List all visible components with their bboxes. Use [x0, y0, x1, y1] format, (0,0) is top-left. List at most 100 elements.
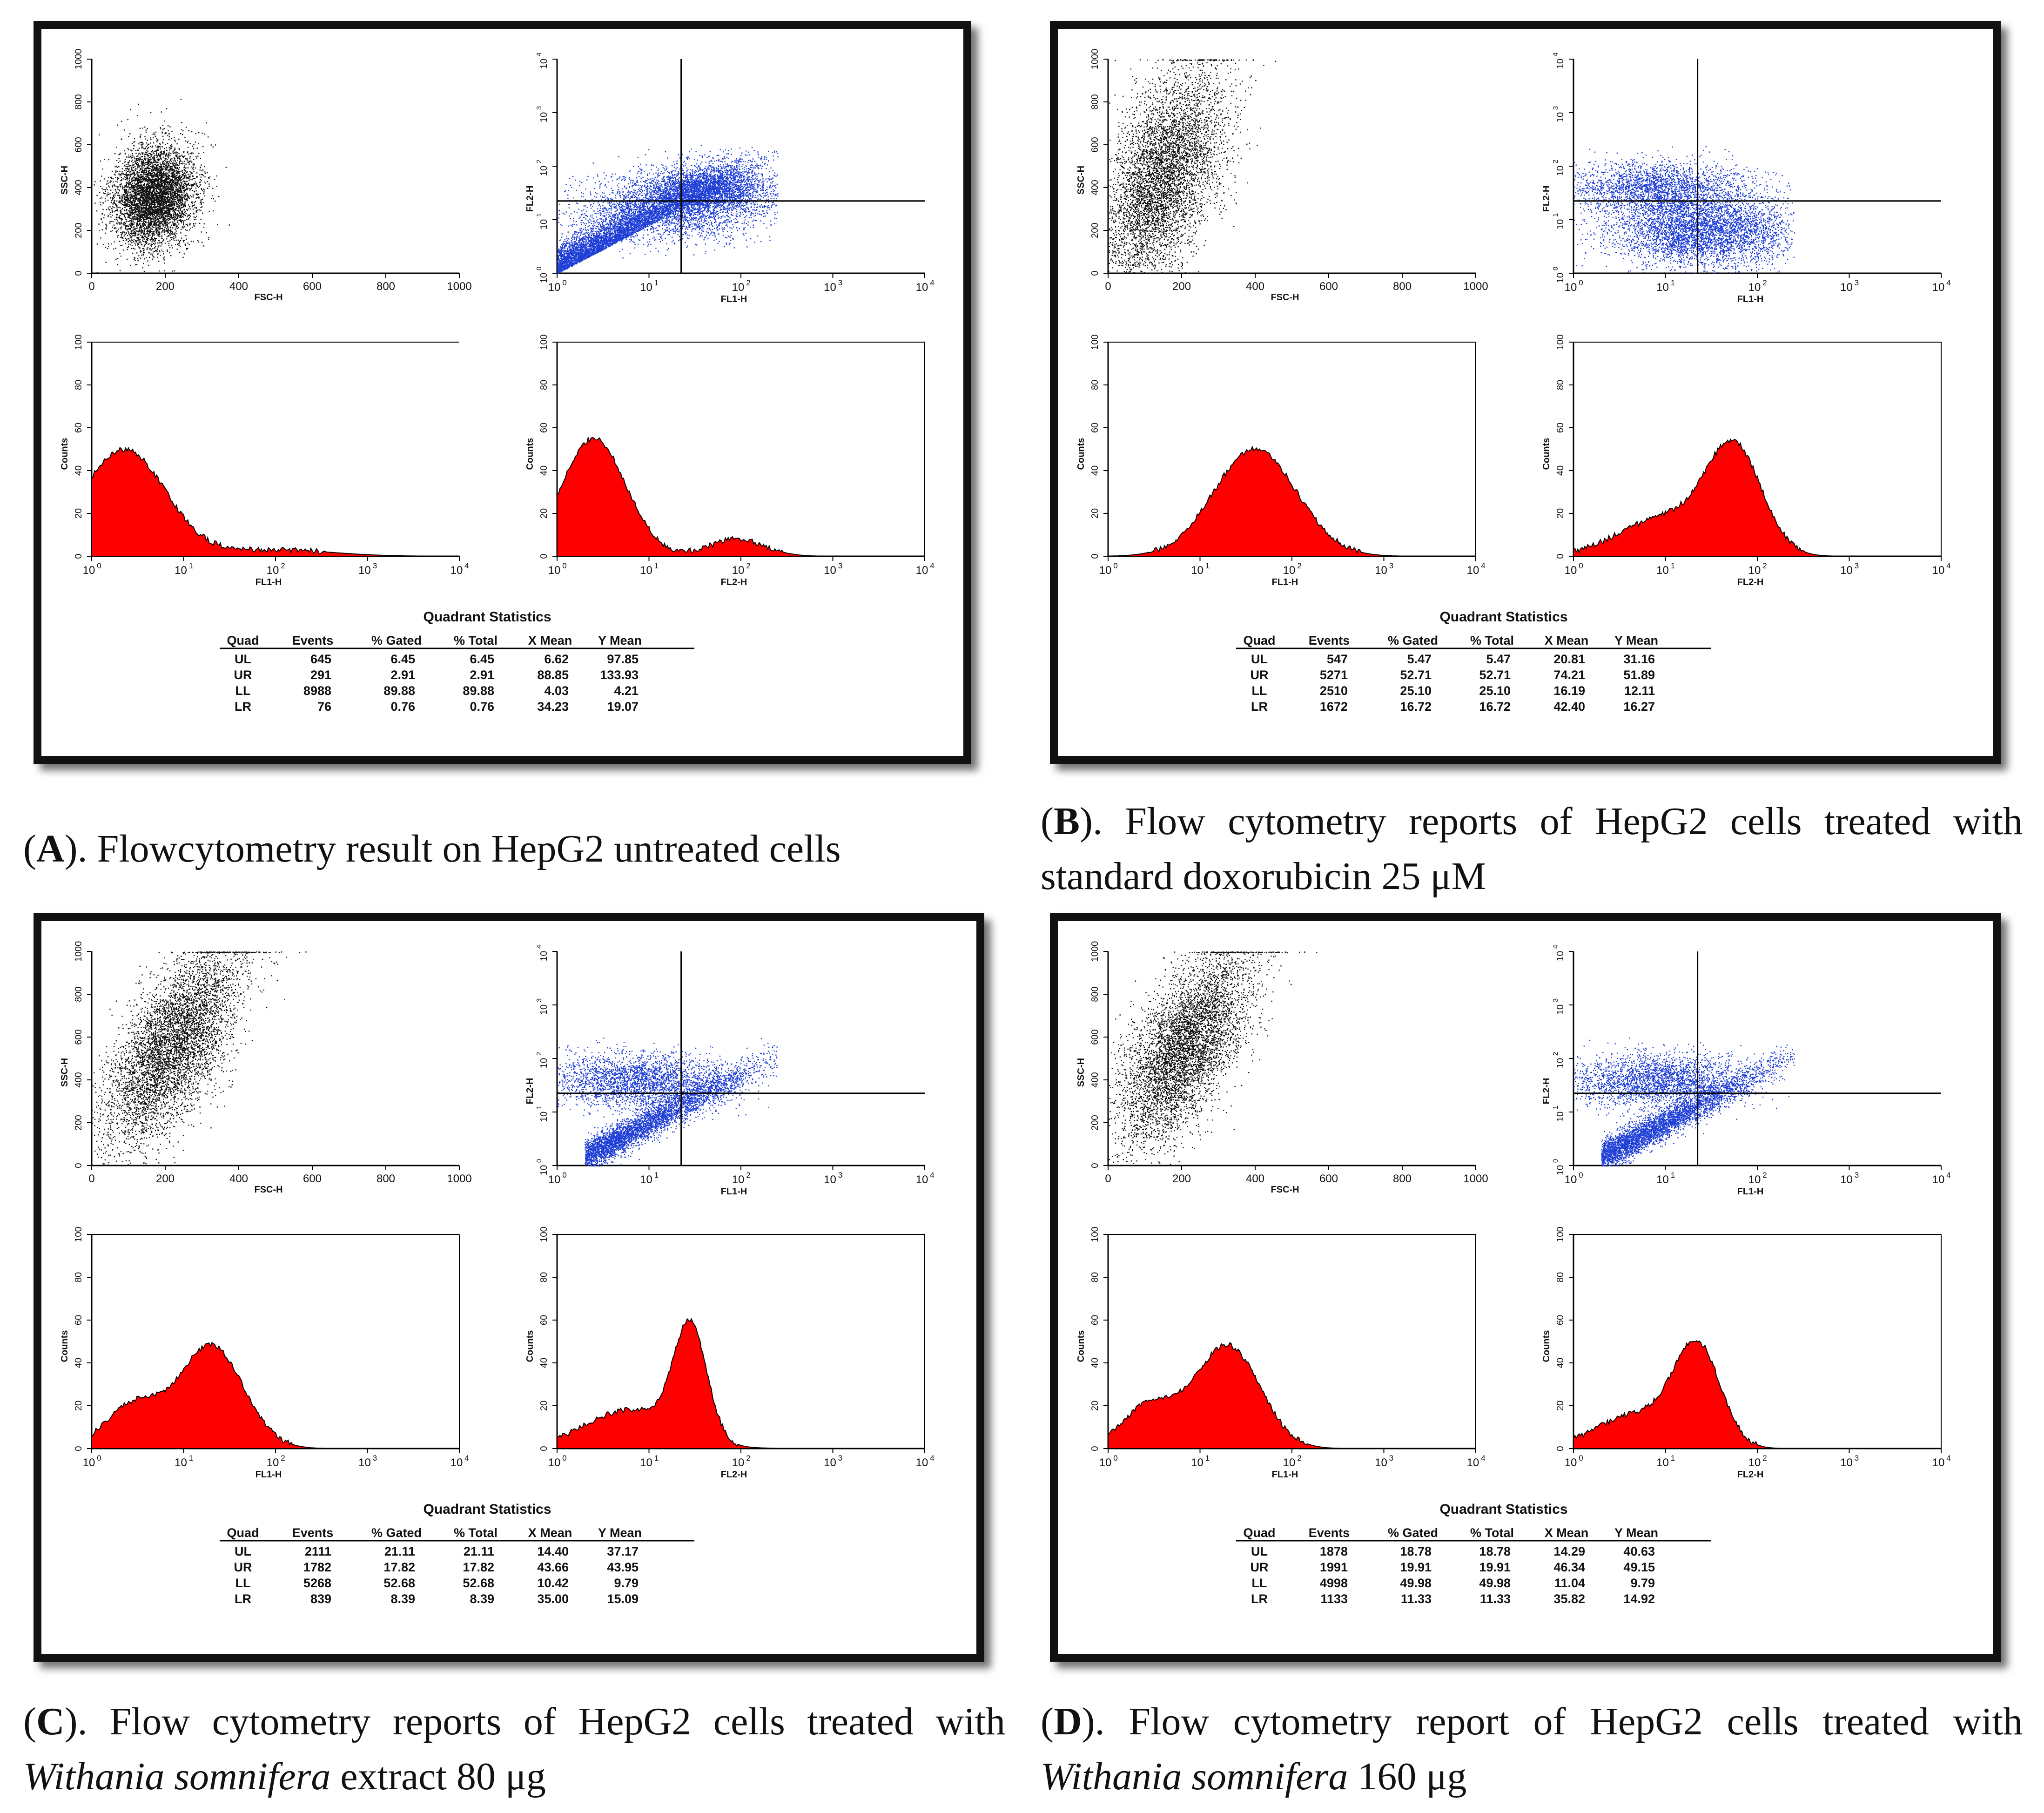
stats-cell: UR	[1251, 668, 1269, 682]
histogram-area	[91, 1341, 459, 1449]
x-tick-label: 400	[1246, 1173, 1264, 1185]
stats-cell: 9.79	[614, 1576, 639, 1590]
fsc-ssc-dots	[94, 99, 230, 274]
stats-cell: 1133	[1320, 1592, 1348, 1606]
y-tick-label: 10	[539, 1058, 549, 1068]
y-tick-label: 20	[74, 508, 84, 519]
x-tick-exponent: 2	[746, 561, 750, 570]
x-tick-exponent: 3	[1855, 1454, 1859, 1463]
x-tick-label: 1000	[447, 1173, 471, 1185]
x-tick-label: 10	[1656, 564, 1669, 577]
stats-cell: 291	[310, 668, 331, 682]
x-tick-label: 10	[1748, 1456, 1761, 1469]
y-tick-label: 0	[1090, 1446, 1100, 1451]
x-tick-label: 10	[732, 281, 745, 294]
y-tick-label: 0	[74, 1446, 84, 1451]
x-tick-label: 10	[640, 281, 652, 294]
stats-cell: 12.11	[1624, 684, 1655, 698]
y-axis-label: SSC-H	[1076, 1058, 1086, 1087]
stats-cell: 1672	[1320, 700, 1348, 714]
panel-b: 0020020040040060060080080010001000SSC-HF…	[1076, 49, 1951, 714]
x-tick-exponent: 1	[654, 1454, 659, 1463]
x-tick-label: 10	[548, 281, 561, 294]
stats-cell: 18.78	[1479, 1544, 1511, 1558]
x-tick-exponent: 3	[838, 561, 842, 570]
x-tick-label: 0	[1105, 1173, 1111, 1185]
y-tick-label: 10	[1555, 1165, 1566, 1175]
y-axis-label: FL2-H	[1541, 1078, 1552, 1105]
y-axis-label: Counts	[60, 438, 70, 470]
panel-c: 0020020040040060060080080010001000SSC-HF…	[60, 941, 935, 1606]
stats-cell: 52.68	[463, 1576, 494, 1590]
y-tick-label: 10	[1555, 112, 1566, 122]
y-tick-label: 0	[1555, 1446, 1566, 1451]
stats-cell: 645	[310, 652, 331, 666]
stats-cell: 19.91	[1400, 1560, 1432, 1574]
stats-cell: 35.00	[537, 1592, 569, 1606]
x-tick-label: 10	[1932, 281, 1945, 294]
stats-cell: 2.91	[470, 668, 494, 682]
x-tick-label: 800	[1393, 1173, 1412, 1185]
y-tick-label: 400	[74, 1072, 84, 1087]
histogram-area	[557, 436, 925, 557]
stats-header: Y Mean	[598, 634, 642, 647]
y-tick-label: 1000	[74, 941, 84, 962]
y-tick-label: 400	[1090, 180, 1100, 195]
fsc-ssc-dots	[92, 951, 307, 1166]
stats-cell: 10.42	[537, 1576, 569, 1590]
stats-cell: 16.19	[1553, 684, 1585, 698]
stats-cell: 547	[1327, 652, 1348, 666]
fsc-ssc-plot: 00 200 200 400 400 600 600 800 800 1000 1000 SSC-H F…	[1076, 941, 1488, 1195]
y-tick-label: 80	[539, 1272, 549, 1282]
x-tick-label: 10	[1748, 281, 1761, 294]
x-axis-label: FSC-H	[254, 292, 282, 303]
y-tick-label: 60	[74, 423, 84, 433]
stats-cell: 89.88	[463, 684, 494, 698]
x-tick-label: 10	[175, 1456, 187, 1469]
quadrant-statistics: Quadrant Statistics Quad Events % Gated % To…	[1236, 609, 1711, 714]
y-tick-exponent: 3	[535, 106, 543, 110]
y-tick-label: 60	[539, 423, 549, 433]
x-tick-exponent: 0	[1579, 278, 1583, 287]
stats-cell: 40.63	[1623, 1544, 1655, 1558]
stats-cell: 25.10	[1400, 684, 1432, 698]
y-tick-exponent: 1	[535, 213, 543, 217]
y-tick-label: 1000	[1090, 941, 1100, 962]
stats-cell: 16.72	[1400, 700, 1432, 714]
x-tick-label: 10	[1283, 1456, 1296, 1469]
x-tick-label: 1000	[1463, 280, 1488, 293]
y-tick-label: 0	[1090, 1163, 1100, 1168]
y-tick-label: 0	[1090, 270, 1100, 276]
x-tick-label: 10	[916, 564, 928, 577]
x-tick-exponent: 2	[1297, 561, 1301, 570]
stats-cell: LL	[1252, 684, 1267, 698]
x-tick-exponent: 2	[281, 1454, 285, 1463]
histogram-area	[557, 1317, 925, 1449]
x-axis-label: FL2-H	[721, 577, 747, 587]
y-tick-label: 80	[539, 380, 549, 390]
x-tick-label: 10	[1565, 1173, 1577, 1186]
x-tick-label: 10	[732, 1173, 745, 1186]
y-tick-label: 40	[1555, 1358, 1566, 1368]
y-axis-label: SSC-H	[1076, 166, 1086, 195]
y-axis-label: FL2-H	[525, 186, 535, 212]
x-tick-label: 1000	[1463, 1173, 1488, 1185]
y-tick-label: 200	[74, 222, 84, 238]
x-tick-label: 600	[303, 280, 322, 293]
y-tick-label: 10	[539, 1112, 549, 1122]
y-tick-label: 10	[539, 951, 549, 961]
y-tick-label: 40	[1090, 1358, 1100, 1368]
stats-cell: LL	[235, 684, 251, 698]
stats-header: % Gated	[1388, 634, 1438, 647]
y-tick-label: 80	[74, 380, 84, 390]
y-tick-label: 100	[1090, 334, 1100, 350]
stats-cell: 49.15	[1623, 1560, 1655, 1574]
stats-cell: 74.21	[1553, 668, 1585, 682]
x-tick-label: 10	[1840, 1173, 1853, 1186]
x-tick-exponent: 0	[562, 1171, 566, 1179]
y-axis-label: FL2-H	[1541, 186, 1552, 212]
y-tick-label: 0	[74, 553, 84, 559]
